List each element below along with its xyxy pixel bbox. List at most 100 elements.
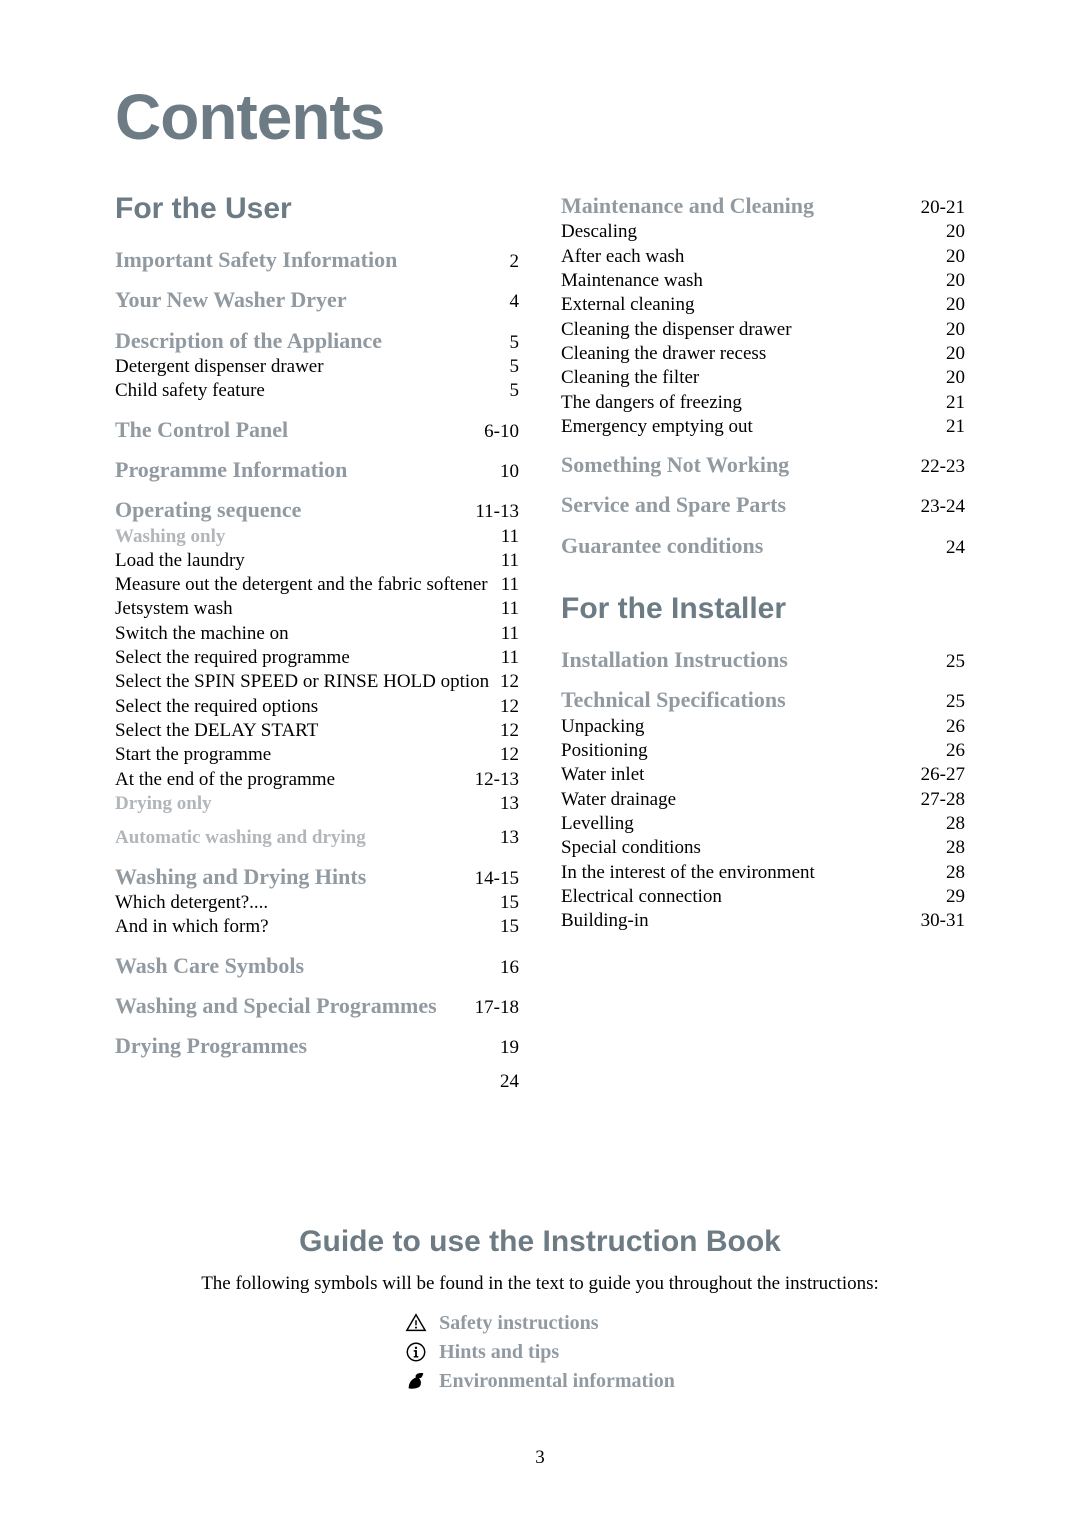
toc-page-number: 20: [946, 318, 965, 342]
toc-label: Technical Specifications: [561, 686, 946, 714]
toc-row: Descaling20: [561, 220, 965, 244]
toc-label: Detergent dispenser drawer: [115, 355, 510, 379]
toc-row: Water drainage27-28: [561, 788, 965, 812]
toc-row: In the interest of the environment28: [561, 861, 965, 885]
legend-safety-label: Safety instructions: [439, 1309, 598, 1338]
toc-row: Automatic washing and drying13: [115, 826, 519, 850]
toc-page-number: 15: [500, 915, 519, 939]
toc-page-number: 13: [500, 792, 519, 816]
toc-row: Washing and Drying Hints14-15: [115, 863, 519, 891]
toc-label: Child safety feature: [115, 379, 510, 403]
toc-page-number: 13: [500, 826, 519, 850]
toc-label: Which detergent?....: [115, 891, 500, 915]
toc-row: Child safety feature5: [115, 379, 519, 403]
toc-page-number: 2: [510, 250, 520, 274]
left-column: For the User Important Safety Informatio…: [115, 192, 519, 1095]
toc-row: Select the SPIN SPEED or RINSE HOLD opti…: [115, 670, 519, 694]
toc-label: Cleaning the drawer recess: [561, 342, 946, 366]
info-circle-icon: [405, 1341, 427, 1363]
toc-page-number: 11: [501, 573, 519, 597]
toc-row: Maintenance wash20: [561, 269, 965, 293]
toc-page-number: 21: [946, 415, 965, 439]
maintenance-entries: Maintenance and Cleaning20-21Descaling20…: [561, 192, 965, 560]
toc-row: The Control Panel6-10: [115, 416, 519, 444]
toc-label: In the interest of the environment: [561, 861, 946, 885]
toc-row: Service and Spare Parts23-24: [561, 491, 965, 519]
toc-label: Levelling: [561, 812, 946, 836]
toc-row: Select the DELAY START12: [115, 719, 519, 743]
guide-block: Guide to use the Instruction Book The fo…: [115, 1225, 965, 1398]
toc-row: Start the programme12: [115, 743, 519, 767]
toc-label: Washing and Drying Hints: [115, 863, 475, 891]
toc-page-number: 20-21: [921, 196, 965, 220]
toc-row: Cleaning the drawer recess20: [561, 342, 965, 366]
toc-row: Cleaning the dispenser drawer20: [561, 318, 965, 342]
toc-row: Important Safety Information2: [115, 246, 519, 274]
toc-row: Load the laundry11: [115, 549, 519, 573]
toc-row: Detergent dispenser drawer5: [115, 355, 519, 379]
toc-page-number: 25: [946, 690, 965, 714]
toc-page-number: 30-31: [921, 909, 965, 933]
toc-page-number: 26: [946, 715, 965, 739]
legend-hints-label: Hints and tips: [439, 1338, 559, 1367]
toc-row: Unpacking26: [561, 715, 965, 739]
toc-row: Programme Information10: [115, 456, 519, 484]
toc-label: Washing only: [115, 525, 501, 549]
toc-label: Something Not Working: [561, 451, 921, 479]
page-title: Contents: [115, 80, 965, 154]
toc-label: Building-in: [561, 909, 921, 933]
toc-row: The dangers of freezing21: [561, 391, 965, 415]
toc-page-number: 5: [510, 355, 520, 379]
toc-label: Descaling: [561, 220, 946, 244]
toc-label: Description of the Appliance: [115, 327, 510, 355]
toc-columns: For the User Important Safety Informatio…: [115, 192, 965, 1095]
toc-row: Description of the Appliance5: [115, 327, 519, 355]
toc-page-number: 26: [946, 739, 965, 763]
toc-label: The Control Panel: [115, 416, 484, 444]
toc-page-number: 20: [946, 220, 965, 244]
toc-row: Emergency emptying out21: [561, 415, 965, 439]
guide-intro: The following symbols will be found in t…: [115, 1273, 965, 1295]
legend-env-label: Environmental information: [439, 1367, 675, 1396]
toc-page-number: 19: [500, 1036, 519, 1060]
toc-label: Wash Care Symbols: [115, 952, 500, 980]
toc-label: Drying only: [115, 792, 500, 816]
toc-label: Water drainage: [561, 788, 921, 812]
toc-row: Cleaning the filter20: [561, 366, 965, 390]
toc-label: Water inlet: [561, 763, 921, 787]
page-number: 3: [115, 1447, 965, 1469]
toc-page-number: 25: [946, 650, 965, 674]
toc-label: Select the required options: [115, 695, 500, 719]
toc-page-number: 12: [500, 719, 519, 743]
toc-row: Positioning26: [561, 739, 965, 763]
for-the-installer-heading: For the Installer: [561, 592, 965, 626]
toc-label: Jetsystem wash: [115, 597, 501, 621]
toc-page-number: 16: [500, 956, 519, 980]
toc-page-number: 20: [946, 342, 965, 366]
toc-page-number: 20: [946, 293, 965, 317]
toc-row: Jetsystem wash11: [115, 597, 519, 621]
warning-triangle-icon: [405, 1312, 427, 1334]
toc-row: Special conditions28: [561, 836, 965, 860]
toc-row: Levelling28: [561, 812, 965, 836]
toc-label: Positioning: [561, 739, 946, 763]
toc-label: Washing and Special Programmes: [115, 992, 475, 1020]
toc-label: Maintenance wash: [561, 269, 946, 293]
toc-row: Installation Instructions25: [561, 646, 965, 674]
toc-page-number: 28: [946, 861, 965, 885]
toc-page-number: 5: [510, 379, 520, 403]
toc-row: Something Not Working22-23: [561, 451, 965, 479]
toc-label: Your New Washer Dryer: [115, 286, 510, 314]
for-the-user-heading: For the User: [115, 192, 519, 226]
toc-row: Drying only13: [115, 792, 519, 816]
toc-page-number: 6-10: [484, 420, 519, 444]
toc-label: Electrical connection: [561, 885, 946, 909]
toc-page-number: 14-15: [475, 867, 519, 891]
toc-row: Technical Specifications25: [561, 686, 965, 714]
toc-page-number: 11: [501, 525, 519, 549]
toc-page-number: 20: [946, 245, 965, 269]
toc-row: Operating sequence11-13: [115, 496, 519, 524]
toc-page-number: 23-24: [921, 495, 965, 519]
toc-page-number: 10: [500, 460, 519, 484]
toc-label: And in which form?: [115, 915, 500, 939]
